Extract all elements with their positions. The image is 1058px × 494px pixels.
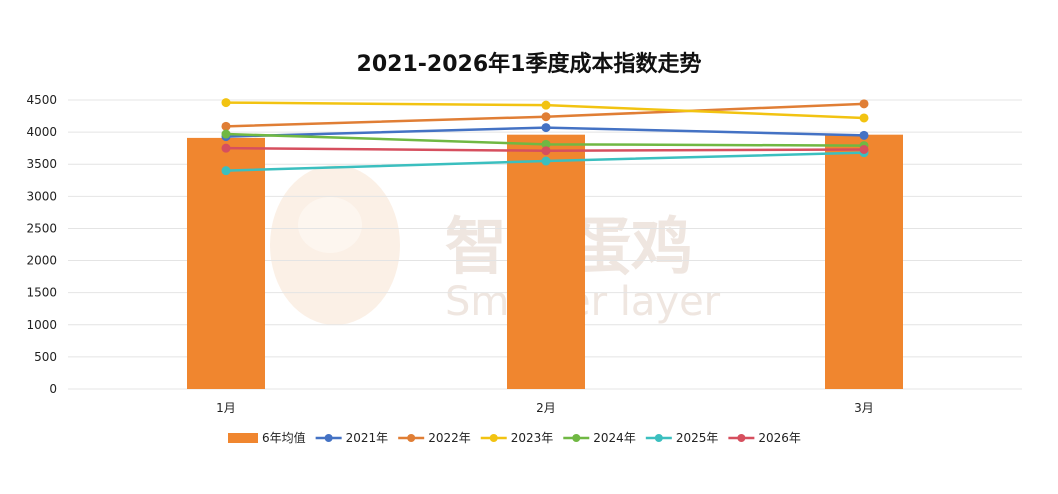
y-tick-label: 0 xyxy=(49,382,57,396)
y-tick-label: 3500 xyxy=(26,157,57,171)
data-point xyxy=(859,99,869,109)
legend-marker xyxy=(489,434,498,442)
y-tick-label: 3000 xyxy=(26,189,57,203)
legend-label: 2025年 xyxy=(676,431,719,445)
x-axis-tick-labels: 1月 2月 3月 xyxy=(216,401,874,415)
series-line-group xyxy=(221,98,869,123)
data-point xyxy=(221,143,231,153)
data-point xyxy=(221,98,231,108)
y-tick-label: 1500 xyxy=(26,286,57,300)
data-point xyxy=(541,156,551,166)
x-tick-label: 1月 xyxy=(216,401,236,415)
line-series xyxy=(221,98,869,176)
x-tick-label: 3月 xyxy=(854,401,874,415)
watermark-egg-face xyxy=(298,197,362,253)
data-point xyxy=(859,144,869,154)
legend-swatch xyxy=(228,433,258,443)
y-tick-label: 2000 xyxy=(26,254,57,268)
legend-label: 2024年 xyxy=(593,431,636,445)
data-point xyxy=(859,113,869,123)
data-point xyxy=(541,100,551,110)
y-tick-label: 1000 xyxy=(26,318,57,332)
data-point xyxy=(541,123,551,133)
series-line-group xyxy=(221,99,869,131)
bar xyxy=(187,137,265,389)
y-tick-label: 500 xyxy=(34,350,57,364)
legend-marker xyxy=(324,434,333,442)
y-tick-label: 4500 xyxy=(26,93,57,107)
data-point xyxy=(859,130,869,140)
legend-marker xyxy=(572,434,581,442)
legend-marker xyxy=(737,434,746,442)
x-tick-label: 2月 xyxy=(536,401,556,415)
chart-title: 2021-2026年1季度成本指数走势 xyxy=(357,51,702,77)
legend-label: 6年均值 xyxy=(262,430,306,445)
y-tick-label: 2500 xyxy=(26,221,57,235)
series-line-group xyxy=(221,143,869,156)
legend-label: 2022年 xyxy=(428,431,471,445)
legend-label: 2026年 xyxy=(758,431,801,445)
y-axis-tick-labels: 0 500 1000 1500 2000 2500 3000 3500 4000 4500 xyxy=(26,93,57,396)
series-line-group xyxy=(221,123,869,142)
data-point xyxy=(541,139,551,149)
data-point xyxy=(221,166,231,176)
legend-marker xyxy=(407,434,416,442)
legend-marker xyxy=(654,434,663,442)
legend-label: 2021年 xyxy=(346,431,389,445)
legend: 6年均值 2021年 2022年 2023年 2024年 2025年 2026年 xyxy=(228,430,801,445)
watermark: 智慧蛋鸡 Smarter layer xyxy=(270,165,721,325)
bar xyxy=(825,134,903,389)
y-tick-label: 4000 xyxy=(26,125,57,139)
data-point xyxy=(221,129,231,139)
bar xyxy=(507,134,585,389)
data-point xyxy=(541,112,551,122)
data-point xyxy=(221,121,231,131)
data-point xyxy=(541,146,551,156)
legend-label: 2023年 xyxy=(511,431,554,445)
bar-series xyxy=(187,134,903,389)
